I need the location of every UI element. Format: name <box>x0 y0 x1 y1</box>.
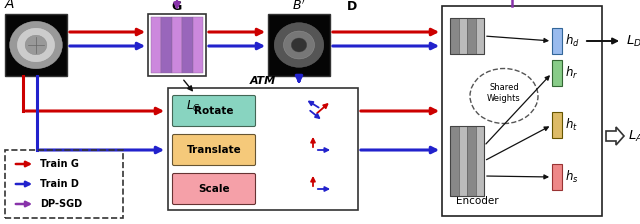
Bar <box>450 18 458 54</box>
Bar <box>5 150 123 218</box>
Bar <box>458 126 467 196</box>
Bar <box>5 14 67 76</box>
Text: Train G: Train G <box>40 159 79 169</box>
Text: DP-SGD: DP-SGD <box>40 199 82 209</box>
FancyBboxPatch shape <box>173 134 255 166</box>
FancyBboxPatch shape <box>173 95 255 127</box>
Text: $h_r$: $h_r$ <box>565 65 579 81</box>
Bar <box>442 6 602 216</box>
Bar <box>193 17 203 73</box>
Bar <box>458 18 467 54</box>
Bar <box>182 17 193 73</box>
Bar <box>552 112 562 138</box>
Ellipse shape <box>284 31 314 59</box>
Bar <box>151 17 161 73</box>
Bar <box>552 164 562 190</box>
Text: D: D <box>347 0 357 13</box>
Bar <box>148 14 206 76</box>
Text: G: G <box>172 0 182 13</box>
Ellipse shape <box>10 21 62 69</box>
Bar <box>467 18 476 54</box>
FancyBboxPatch shape <box>173 174 255 205</box>
Text: $L_D$: $L_D$ <box>626 33 640 49</box>
Text: $L_{AT}$: $L_{AT}$ <box>628 128 640 144</box>
Text: $h_t$: $h_t$ <box>565 117 578 133</box>
Bar <box>168 88 358 210</box>
Bar <box>476 126 484 196</box>
Ellipse shape <box>17 28 54 62</box>
Text: Translate: Translate <box>187 145 241 155</box>
Text: Train D: Train D <box>40 179 79 189</box>
Text: $B'$: $B'$ <box>292 0 306 13</box>
Ellipse shape <box>274 23 324 67</box>
Bar <box>161 17 172 73</box>
Text: $A$: $A$ <box>4 0 15 11</box>
Ellipse shape <box>291 38 307 52</box>
Bar <box>467 126 476 196</box>
Text: $L_G$: $L_G$ <box>186 99 200 114</box>
Text: ATM: ATM <box>250 76 276 86</box>
Bar <box>450 126 484 196</box>
Text: $h_d$: $h_d$ <box>565 33 580 49</box>
Polygon shape <box>606 127 624 145</box>
Text: Shared
Weights: Shared Weights <box>487 83 521 103</box>
Bar <box>450 126 458 196</box>
Bar <box>450 18 484 54</box>
Bar <box>172 17 182 73</box>
Text: Scale: Scale <box>198 184 230 194</box>
Text: Rotate: Rotate <box>195 106 234 116</box>
Text: Encoder: Encoder <box>456 196 499 206</box>
Bar <box>268 14 330 76</box>
Ellipse shape <box>25 35 47 55</box>
Bar <box>5 150 123 218</box>
Bar <box>552 28 562 54</box>
Text: $h_s$: $h_s$ <box>565 169 579 185</box>
Bar <box>476 18 484 54</box>
Bar <box>552 60 562 86</box>
